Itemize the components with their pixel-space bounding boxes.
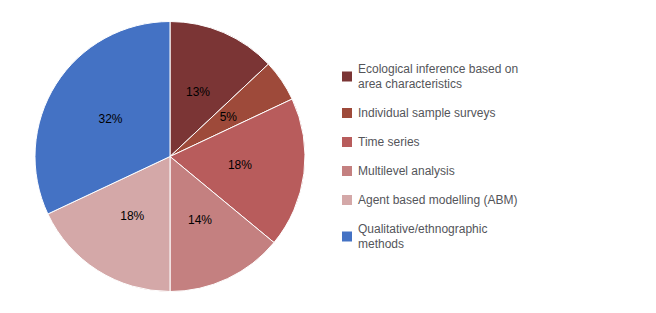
svg-text:Ecological inference based on: Ecological inference based on <box>358 62 518 76</box>
svg-text:32%: 32% <box>98 112 122 126</box>
svg-text:Multilevel analysis: Multilevel analysis <box>358 164 455 178</box>
svg-text:methods: methods <box>358 237 404 251</box>
svg-text:Agent based modelling (ABM): Agent based modelling (ABM) <box>358 193 517 207</box>
svg-text:area characteristics: area characteristics <box>358 77 462 91</box>
svg-text:Qualitative/ethnographic: Qualitative/ethnographic <box>358 222 487 236</box>
svg-text:Individual sample surveys: Individual sample surveys <box>358 106 495 120</box>
svg-text:5%: 5% <box>220 110 238 124</box>
svg-text:18%: 18% <box>120 209 144 223</box>
svg-text:14%: 14% <box>188 213 212 227</box>
svg-text:13%: 13% <box>186 85 210 99</box>
svg-text:18%: 18% <box>228 158 252 172</box>
svg-text:Time series: Time series <box>358 135 420 149</box>
